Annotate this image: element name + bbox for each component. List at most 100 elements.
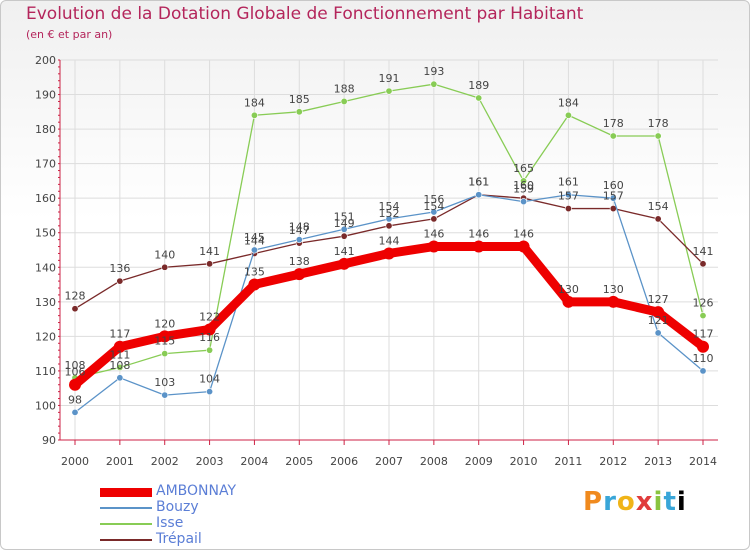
data-point-isse [206,346,214,354]
data-label-trpail: 149 [334,217,355,230]
data-label-isse: 184 [558,96,579,109]
data-point-bouzy [161,391,169,399]
data-point-bouzy [295,236,303,244]
data-label-ambonnay: 127 [648,293,669,306]
y-tick-label: 160 [35,192,56,205]
data-label-bouzy: 161 [468,176,489,189]
data-point-isse [609,132,617,140]
data-point-bouzy [475,191,483,199]
x-tick-label: 2011 [554,455,582,468]
x-tick-label: 2003 [196,455,224,468]
data-label-ambonnay: 122 [199,310,220,323]
data-point-isse [430,80,438,88]
data-point-trpail [116,277,124,285]
data-point-trpail [654,215,662,223]
y-tick-label: 200 [35,54,56,67]
data-label-trpail: 157 [558,190,579,203]
data-label-trpail: 141 [693,245,714,258]
data-point-bouzy [71,408,79,416]
data-point-bouzy [340,225,348,233]
data-label-isse: 126 [693,297,714,310]
data-point-ambonnay [383,247,395,260]
data-label-ambonnay: 106 [65,366,86,379]
data-label-trpail: 152 [379,207,400,220]
data-label-isse: 184 [244,96,265,109]
y-tick-label: 130 [35,296,56,309]
data-label-isse: 188 [334,82,355,95]
data-label-bouzy: 151 [334,210,355,223]
data-label-isse: 191 [379,72,400,85]
y-tick-label: 140 [35,261,56,274]
data-point-bouzy [699,367,707,375]
x-tick-label: 2006 [330,455,358,468]
data-label-bouzy: 145 [244,231,265,244]
data-label-bouzy: 103 [154,376,175,389]
data-label-bouzy: 98 [68,393,82,406]
data-label-trpail: 160 [513,179,534,192]
data-label-bouzy: 104 [199,373,220,386]
data-label-ambonnay: 138 [289,255,310,268]
legend-label-ambonnay: AMBONNAY [156,483,237,499]
data-label-isse: 178 [603,117,624,130]
data-point-ambonnay [158,330,171,343]
x-tick-label: 2004 [240,455,268,468]
data-point-bouzy [564,191,572,199]
y-tick-label: 190 [35,89,56,102]
data-point-ambonnay [203,323,216,336]
data-label-ambonnay: 146 [468,228,489,241]
data-point-isse [520,177,528,185]
data-point-ambonnay [69,378,81,391]
data-point-bouzy [250,246,258,254]
data-label-isse: 185 [289,93,310,106]
data-point-isse [385,87,393,95]
data-label-bouzy: 159 [513,183,534,196]
data-point-isse [475,94,483,102]
data-label-bouzy: 160 [603,179,624,192]
data-point-bouzy [520,198,528,206]
y-tick-label: 100 [35,399,56,412]
data-point-ambonnay [517,240,530,253]
data-label-bouzy: 148 [289,221,310,234]
data-point-ambonnay [338,257,351,270]
data-point-bouzy [116,374,124,382]
data-point-bouzy [206,388,214,396]
data-point-trpail [564,205,572,213]
data-point-bouzy [385,215,393,223]
data-point-trpail [206,260,214,268]
data-label-ambonnay: 141 [334,245,355,258]
x-tick-label: 2013 [644,455,672,468]
x-tick-label: 2000 [61,455,89,468]
proxiti-logo: Proxiti [583,487,687,517]
data-label-isse: 108 [65,359,86,372]
data-label-trpail: 147 [289,224,310,237]
x-tick-label: 2009 [465,455,493,468]
data-label-bouzy: 108 [109,359,130,372]
data-point-ambonnay [697,340,709,353]
data-label-trpail: 154 [423,200,444,213]
y-tick-label: 150 [35,227,56,240]
x-tick-label: 2008 [420,455,448,468]
data-label-isse: 189 [468,79,489,92]
data-point-ambonnay [652,306,665,319]
data-label-bouzy: 121 [648,314,669,327]
data-label-bouzy: 110 [693,352,714,365]
data-label-isse: 115 [154,335,175,348]
legend-swatch-bouzy [100,507,152,509]
data-point-trpail [71,305,79,313]
y-tick-label: 90 [42,434,56,447]
data-label-bouzy: 154 [379,200,400,213]
data-point-trpail [161,263,169,271]
data-point-bouzy [654,329,662,337]
data-label-isse: 193 [423,65,444,78]
data-point-ambonnay [472,240,485,253]
x-tick-label: 2010 [510,455,538,468]
chart-subtitle: (en € et par an) [26,28,113,41]
data-label-ambonnay: 135 [244,266,265,279]
data-point-ambonnay [113,340,126,353]
data-point-isse [564,111,572,119]
data-point-trpail [340,232,348,240]
data-point-ambonnay [427,240,440,253]
data-label-trpail: 161 [468,176,489,189]
data-point-bouzy [609,194,617,202]
data-label-bouzy: 156 [423,193,444,206]
